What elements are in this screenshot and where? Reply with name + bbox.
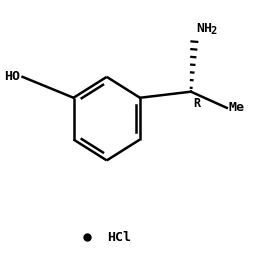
Text: HCl: HCl: [107, 231, 131, 244]
Text: NH: NH: [196, 22, 212, 35]
Text: Me: Me: [229, 101, 245, 114]
Text: R: R: [193, 97, 200, 110]
Text: 2: 2: [210, 26, 216, 37]
Text: HO: HO: [4, 70, 20, 83]
